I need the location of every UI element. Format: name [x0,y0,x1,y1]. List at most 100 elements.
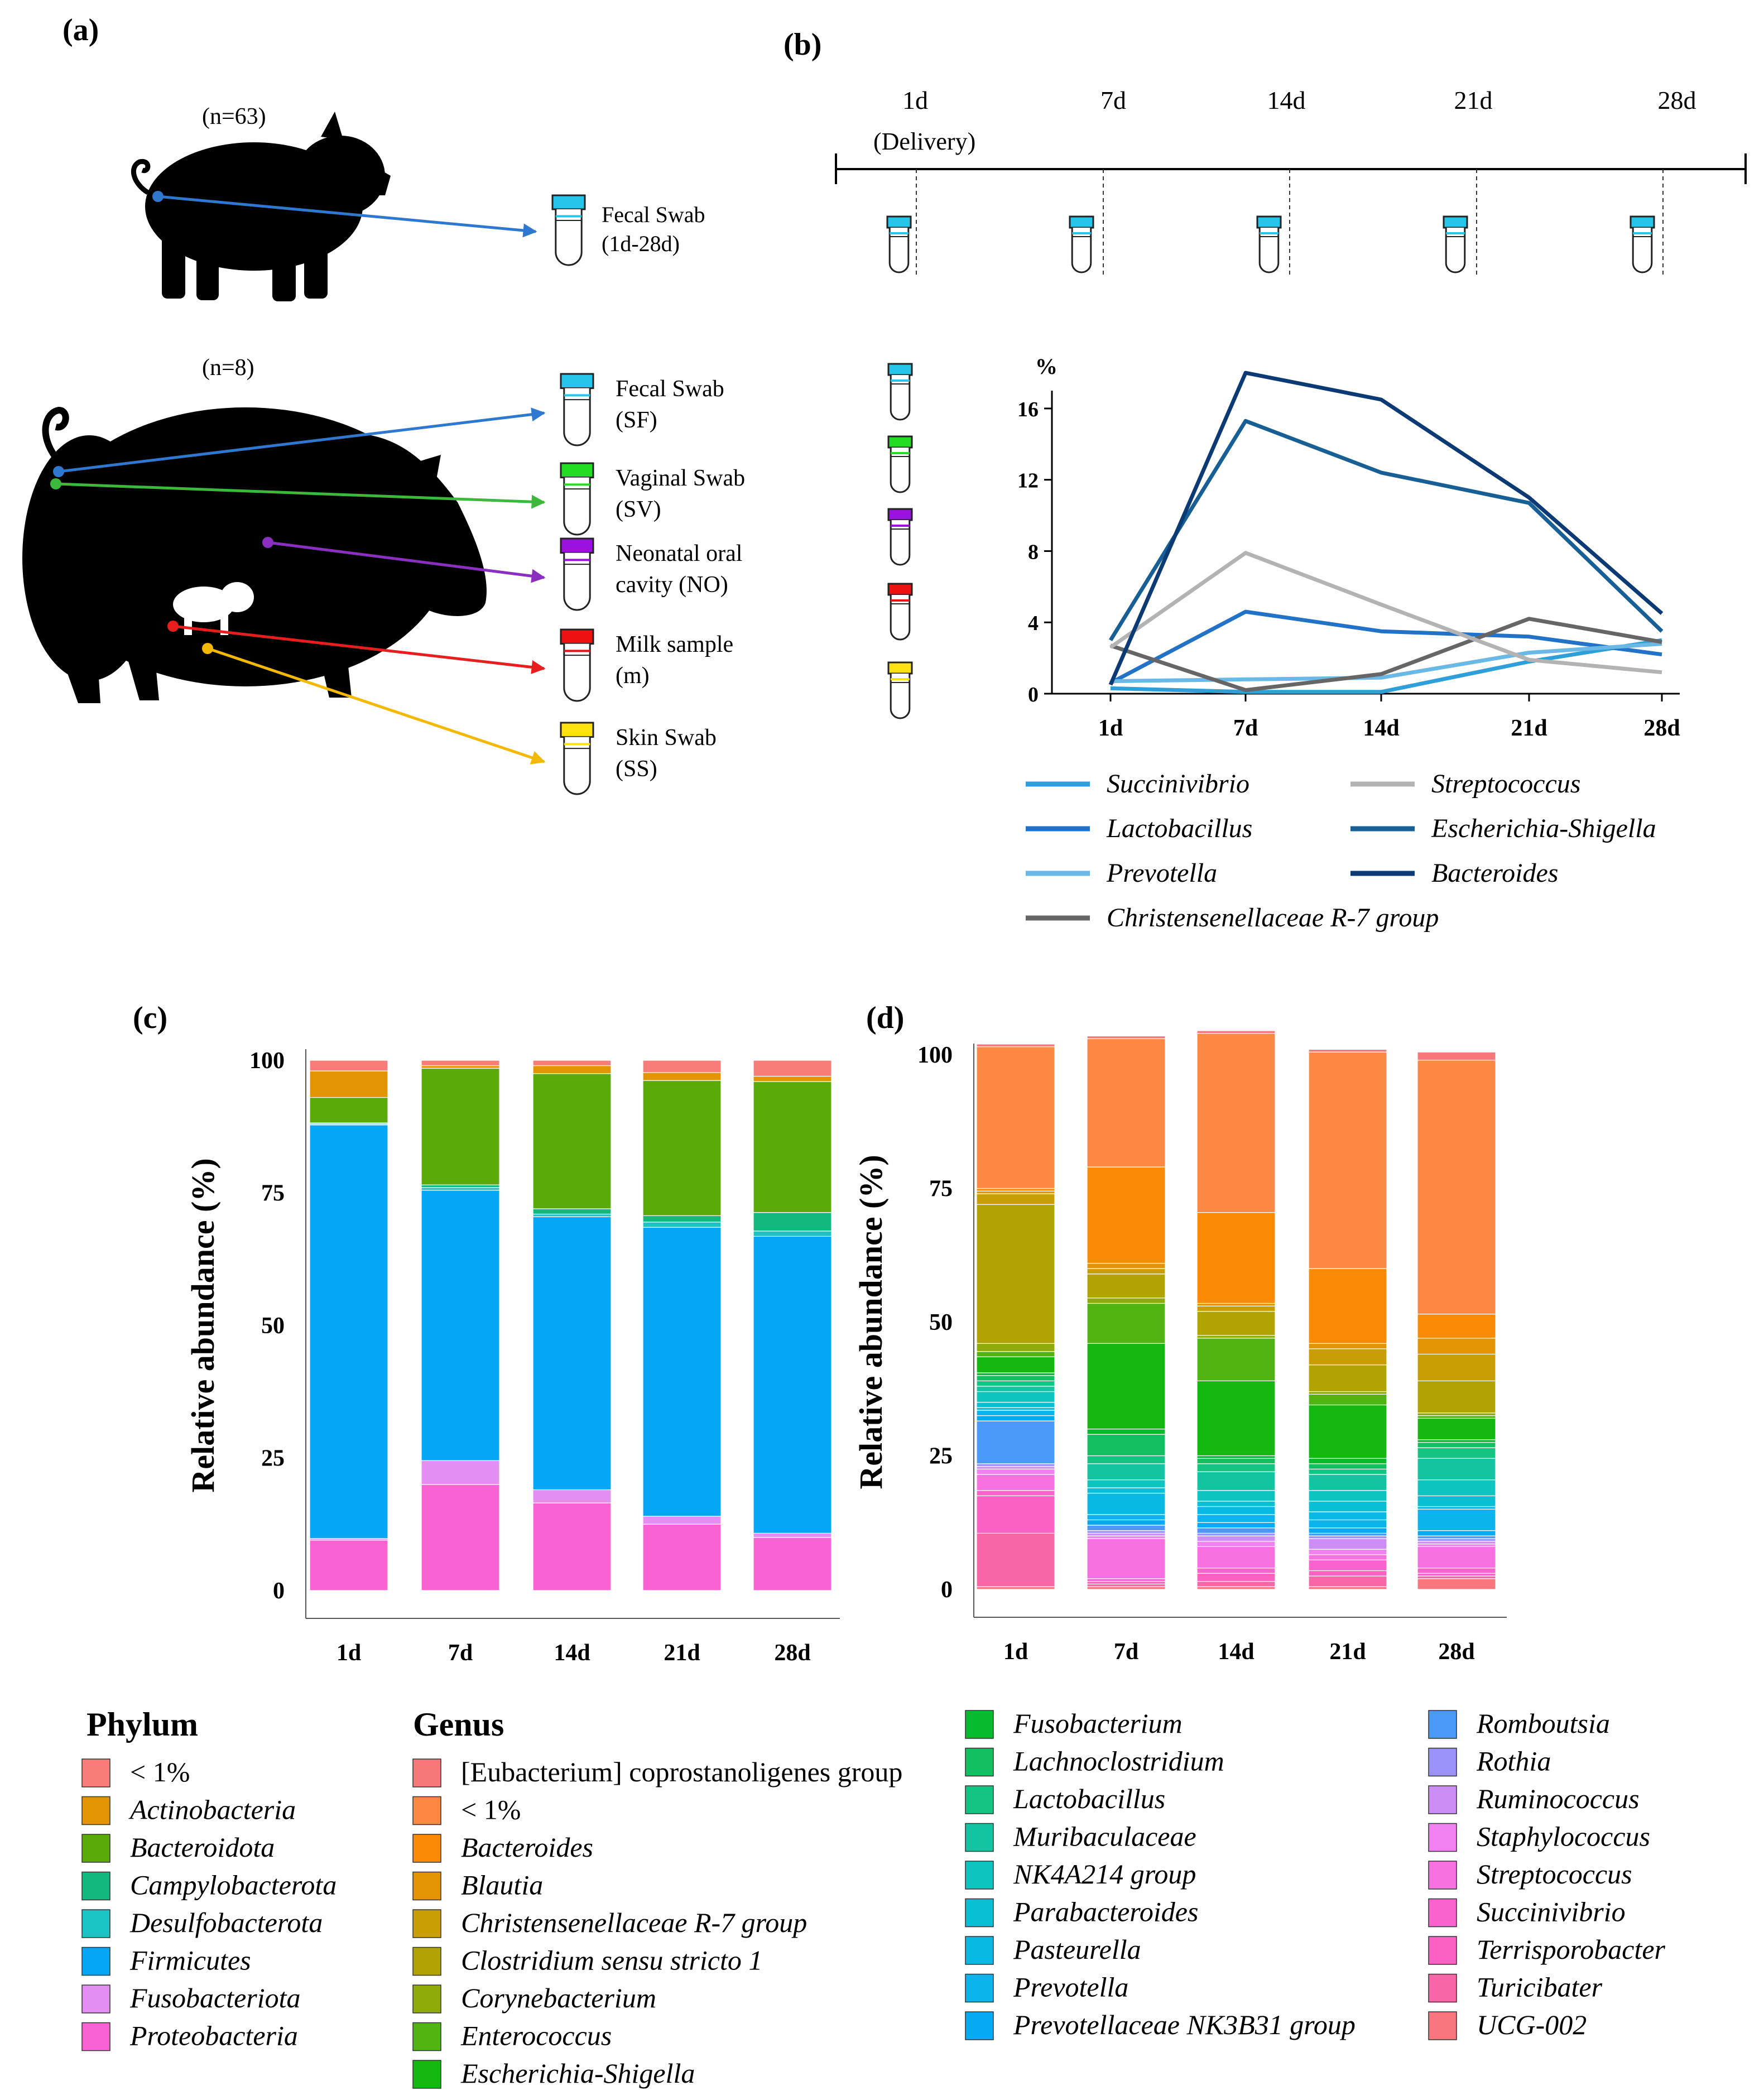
x-tick-label: 28d [774,1640,810,1666]
stacked-bar-segment [976,1391,1055,1403]
sampling-arrows [50,191,546,765]
y-tick-label: 0 [1028,683,1039,707]
stacked-bar-segment [1417,1508,1496,1531]
stacked-bar-segment [1196,1212,1276,1304]
stacked-bar-segment [642,1516,722,1525]
stacked-bar-segment [1087,1535,1166,1539]
stacked-bar-segment [1417,1441,1496,1448]
x-tick-label: 1d [337,1640,361,1666]
stacked-bar-segment [532,1216,612,1491]
tube-cap [1069,215,1094,229]
timeline-tube-icon [1443,215,1468,273]
stacked-bar-segment [1087,1463,1166,1481]
y-tick-label: 0 [941,1577,953,1603]
genus-legend-label: [Eubacterium] coprostanoligenes group [461,1756,902,1787]
stacked-bar-segment [1196,1311,1276,1336]
stacked-bar-segment [642,1080,722,1216]
stacked-bar-segment [976,1490,1055,1496]
tube-body [555,209,583,266]
stacked-bar-segment [1417,1314,1496,1339]
series-line-lactobacillus [1109,609,1662,685]
stacked-bar-segment [1196,1030,1276,1034]
stacked-bar-segment [1196,1535,1276,1542]
genus-legend-label: Pasteurella [1013,1934,1141,1965]
sow-sample-label: Neonatal oral [616,541,742,566]
stacked-bar-segment [1308,1393,1387,1406]
timeline-tube-icon [886,215,912,273]
tube-cap [560,722,594,738]
tube-cap [887,508,913,521]
tube-body [563,737,591,795]
tube-cap [1443,215,1468,229]
phylum-legend-label: < 1% [130,1756,190,1787]
stacked-bar-segment [1308,1559,1387,1572]
stacked-bar-segment [1308,1348,1387,1366]
phylum-legend-label: Campylobacterota [130,1870,337,1901]
tube-body [890,595,911,641]
stacked-bar-segment [1196,1455,1276,1459]
stacked-bar-segment [1087,1514,1166,1521]
panel-label-b: (b) [784,27,821,62]
stacked-bar-segment [976,1495,1055,1534]
legend-entry: Streptococcus [1431,769,1580,799]
stacked-bar-segment [1417,1447,1496,1459]
stacked-bar-segment [1087,1166,1166,1264]
genus-legend-swatch [965,1973,994,2003]
timeline-day-label: 21d [1454,86,1493,114]
stacked-bar-segment [1308,1391,1387,1395]
x-tick-label: 1d [1003,1639,1028,1665]
genus-legend-label: UCG-002 [1477,2009,1587,2040]
side-sample-tube-icon [887,583,913,641]
stacked-bar-segment [1417,1506,1496,1510]
phylum-legend-title: Phylum [86,1706,198,1743]
genus-legend-label: Enterococcus [460,2020,612,2051]
tube-body [1632,228,1653,273]
genus-legend-label: Lachnoclostridium [1013,1746,1224,1777]
stacked-bar-segment [1417,1495,1496,1507]
x-tick-label: 21d [1511,715,1547,741]
stacked-bar-segment [1417,1059,1496,1315]
y-tick-label: 4 [1028,612,1039,635]
piglet-sample-point [152,191,164,202]
genus-legend-label: Christensenellaceae R-7 group [461,1907,807,1938]
genus-legend-swatch [412,1984,441,2013]
stacked-bar-segment [309,1540,388,1591]
legend-entry: Lactobacillus [1106,814,1252,843]
stacked-bar-segment [1417,1415,1496,1419]
sample-type-tubes [887,363,913,719]
piglet-fecal-arrow [157,195,537,238]
x-tick-label: 28d [1643,715,1680,741]
stacked-bar-segment [753,1236,832,1534]
stacked-bar-segment [1417,1380,1496,1414]
genus-legend-swatch [965,1747,994,1777]
genus-legend-label: Turicibater [1477,1972,1603,2003]
stacked-bar-segment [1308,1463,1387,1470]
y-axis-title: Relative abundance (%) [185,1158,221,1492]
stacked-bar-segment [976,1532,1055,1587]
stacked-bar-segment [1196,1522,1276,1529]
stacked-bar-segment [1308,1364,1387,1392]
stacked-bar-segment [1087,1035,1166,1039]
stacked-bar-segment [1087,1530,1166,1534]
sow-sample-point [262,537,273,548]
stacked-bar-segment [976,1343,1055,1352]
stacked-bar-segment [1417,1439,1496,1443]
stacked-bar-segment [1196,1335,1276,1339]
genus-legend-swatch [412,1909,441,1938]
sow-sample-label: Milk sample [616,632,733,657]
stacked-bar-segment [753,1212,832,1232]
genus-legend-label: Escherichia-Shigella [460,2058,695,2089]
tube-cap [886,215,912,229]
stacked-bar-segment [976,1463,1055,1467]
stacked-bar-segment [1417,1541,1496,1545]
tube-cap [560,462,594,479]
stacked-bar-segment [309,1097,388,1123]
genus-legend-label: Ruminococcus [1476,1783,1640,1814]
stacked-bar-segment [642,1227,722,1517]
stacked-bar-segment [1308,1570,1387,1577]
timeline-day-label: 28d [1658,86,1696,114]
genus-legend-swatch [412,1947,441,1976]
stacked-bar-segment [976,1420,1055,1464]
sow-sample-code: (SV) [616,497,661,522]
genus-legend-swatch [1428,1898,1457,1928]
